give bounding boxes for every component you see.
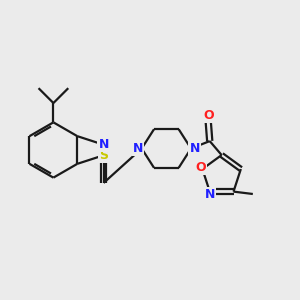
- Text: N: N: [133, 142, 143, 155]
- Text: N: N: [98, 138, 109, 151]
- Text: O: O: [203, 109, 214, 122]
- Text: S: S: [99, 149, 108, 162]
- Text: N: N: [189, 142, 200, 155]
- Text: N: N: [205, 188, 215, 201]
- Text: O: O: [196, 161, 206, 174]
